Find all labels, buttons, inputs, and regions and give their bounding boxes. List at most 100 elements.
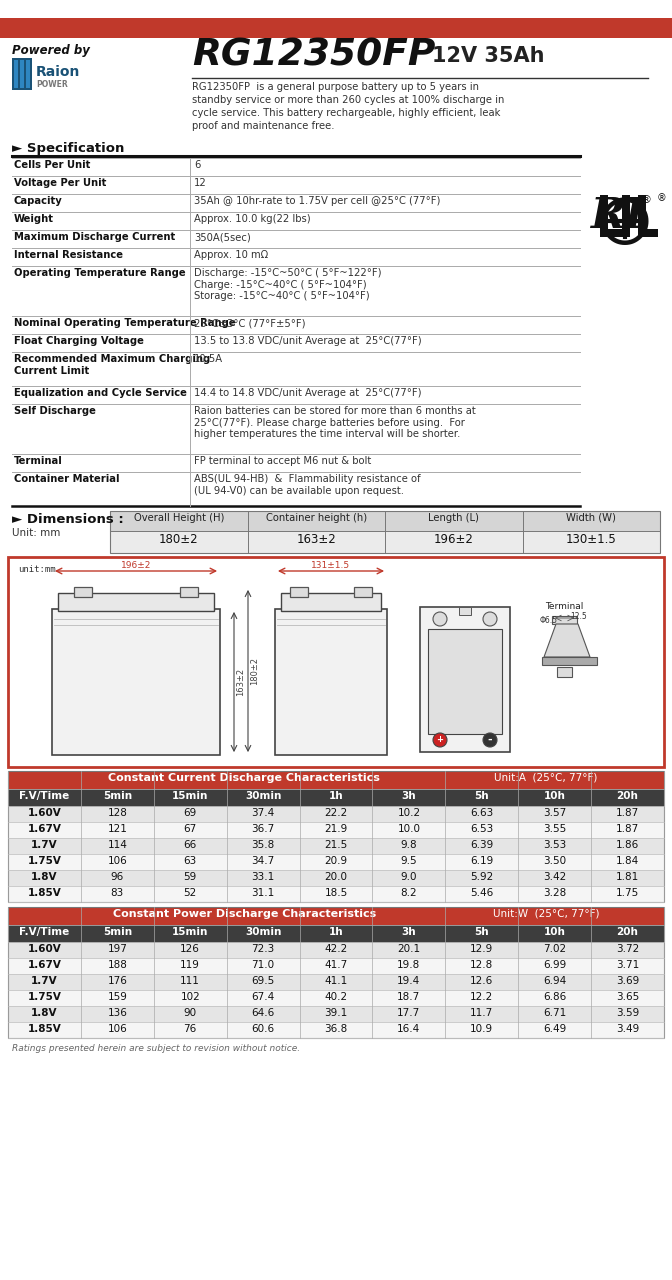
Bar bbox=[622, 195, 630, 237]
Text: +: + bbox=[437, 736, 444, 745]
Text: 59: 59 bbox=[183, 872, 197, 882]
Text: 39.1: 39.1 bbox=[325, 1009, 347, 1018]
Bar bbox=[8, 838, 664, 854]
Text: 30min: 30min bbox=[245, 927, 282, 937]
Text: 1.60V: 1.60V bbox=[28, 945, 61, 954]
Text: Voltage Per Unit: Voltage Per Unit bbox=[14, 178, 106, 188]
Text: 96: 96 bbox=[111, 872, 124, 882]
Bar bbox=[281, 593, 381, 611]
Text: standby service or more than 260 cycles at 100% discharge in: standby service or more than 260 cycles … bbox=[192, 95, 505, 105]
Text: 41.7: 41.7 bbox=[325, 960, 347, 970]
Text: 3.50: 3.50 bbox=[543, 856, 566, 867]
Text: 5min: 5min bbox=[103, 791, 132, 801]
Text: 5.92: 5.92 bbox=[470, 872, 493, 882]
Bar bbox=[8, 806, 664, 822]
Text: 1.75V: 1.75V bbox=[28, 992, 61, 1002]
Text: 9.8: 9.8 bbox=[401, 840, 417, 850]
Text: 1.87: 1.87 bbox=[616, 824, 639, 835]
Text: Length (L): Length (L) bbox=[428, 513, 479, 524]
Text: 3.71: 3.71 bbox=[616, 960, 639, 970]
Text: ®: ® bbox=[657, 193, 667, 204]
Text: Capacity: Capacity bbox=[14, 196, 62, 206]
Bar bbox=[552, 616, 577, 623]
Text: 17.7: 17.7 bbox=[397, 1009, 421, 1018]
Bar bbox=[8, 771, 664, 788]
Text: 66: 66 bbox=[183, 840, 197, 850]
Text: 1.86: 1.86 bbox=[616, 840, 639, 850]
Text: 1.8V: 1.8V bbox=[31, 1009, 58, 1018]
Bar bbox=[600, 229, 630, 237]
Text: 83: 83 bbox=[111, 888, 124, 899]
Text: Maximum Discharge Current: Maximum Discharge Current bbox=[14, 232, 175, 242]
Text: 6.49: 6.49 bbox=[543, 1024, 566, 1034]
Bar bbox=[595, 193, 645, 248]
Text: cycle service. This battery rechargeable, highly efficient, leak: cycle service. This battery rechargeable… bbox=[192, 108, 501, 118]
Text: 8.2: 8.2 bbox=[401, 888, 417, 899]
Text: ► Specification: ► Specification bbox=[12, 142, 124, 155]
Circle shape bbox=[186, 588, 192, 594]
Text: 20h: 20h bbox=[617, 927, 638, 937]
Circle shape bbox=[483, 733, 497, 748]
Bar bbox=[8, 989, 664, 1006]
Text: 3.42: 3.42 bbox=[543, 872, 566, 882]
Bar bbox=[8, 822, 664, 838]
Circle shape bbox=[433, 733, 447, 748]
Text: 21.9: 21.9 bbox=[325, 824, 347, 835]
Text: 15min: 15min bbox=[172, 927, 208, 937]
Text: Nominal Operating Temperature Range: Nominal Operating Temperature Range bbox=[14, 317, 236, 328]
Text: 10.5A: 10.5A bbox=[194, 355, 223, 364]
Bar bbox=[8, 925, 664, 942]
Text: 67: 67 bbox=[183, 824, 197, 835]
Text: 196±2: 196±2 bbox=[121, 561, 151, 570]
Text: Container height (h): Container height (h) bbox=[265, 513, 367, 524]
Text: 3.49: 3.49 bbox=[616, 1024, 639, 1034]
Bar bbox=[459, 607, 471, 614]
Bar bbox=[638, 229, 658, 237]
Text: Self Discharge: Self Discharge bbox=[14, 406, 96, 416]
Text: 69: 69 bbox=[183, 808, 197, 818]
Text: 10.0: 10.0 bbox=[397, 824, 421, 835]
Bar bbox=[8, 974, 664, 989]
Text: 350A(5sec): 350A(5sec) bbox=[194, 232, 251, 242]
Text: 6.99: 6.99 bbox=[543, 960, 566, 970]
Bar bbox=[275, 609, 387, 755]
Text: 7.02: 7.02 bbox=[543, 945, 566, 954]
Text: 128: 128 bbox=[108, 808, 127, 818]
Text: 180±2: 180±2 bbox=[250, 657, 259, 685]
Text: 19.4: 19.4 bbox=[397, 975, 421, 986]
Bar bbox=[8, 886, 664, 902]
Text: 12V 35Ah: 12V 35Ah bbox=[432, 46, 544, 67]
Text: 188: 188 bbox=[108, 960, 127, 970]
Text: Constant Power Discharge Characteristics: Constant Power Discharge Characteristics bbox=[112, 909, 376, 919]
Text: 12.5: 12.5 bbox=[570, 612, 587, 621]
Text: ABS(UL 94-HB)  &  Flammability resistance of
(UL 94-V0) can be available upon re: ABS(UL 94-HB) & Flammability resistance … bbox=[194, 474, 421, 495]
Bar bbox=[8, 1021, 664, 1038]
Bar bbox=[8, 1006, 664, 1021]
Text: 60.6: 60.6 bbox=[251, 1024, 275, 1034]
Text: 106: 106 bbox=[108, 1024, 127, 1034]
Text: 3h: 3h bbox=[402, 791, 416, 801]
Text: 90: 90 bbox=[183, 1009, 197, 1018]
Text: RG12350FP  is a general purpose battery up to 5 years in: RG12350FP is a general purpose battery u… bbox=[192, 82, 479, 92]
Polygon shape bbox=[544, 623, 590, 657]
Text: 9.5: 9.5 bbox=[401, 856, 417, 867]
Text: 1.60V: 1.60V bbox=[28, 808, 61, 818]
Text: 20.1: 20.1 bbox=[397, 945, 421, 954]
Text: ®: ® bbox=[640, 195, 651, 205]
Text: 12: 12 bbox=[194, 178, 207, 188]
Text: 20h: 20h bbox=[617, 791, 638, 801]
Bar bbox=[110, 511, 660, 553]
Text: Internal Resistance: Internal Resistance bbox=[14, 250, 123, 260]
Text: unit:mm: unit:mm bbox=[18, 564, 56, 573]
Text: 20.0: 20.0 bbox=[325, 872, 347, 882]
Bar bbox=[8, 854, 664, 870]
Text: F.V/Time: F.V/Time bbox=[19, 927, 70, 937]
Text: Overall Height (H): Overall Height (H) bbox=[134, 513, 224, 524]
Text: 30min: 30min bbox=[245, 791, 282, 801]
Text: 1.8V: 1.8V bbox=[31, 872, 58, 882]
Text: 31.1: 31.1 bbox=[251, 888, 275, 899]
Text: Powered by: Powered by bbox=[12, 44, 90, 58]
Text: Φ6.5: Φ6.5 bbox=[540, 616, 558, 625]
Text: 13.5 to 13.8 VDC/unit Average at  25°C(77°F): 13.5 to 13.8 VDC/unit Average at 25°C(77… bbox=[194, 335, 421, 346]
Text: Terminal: Terminal bbox=[14, 456, 62, 466]
